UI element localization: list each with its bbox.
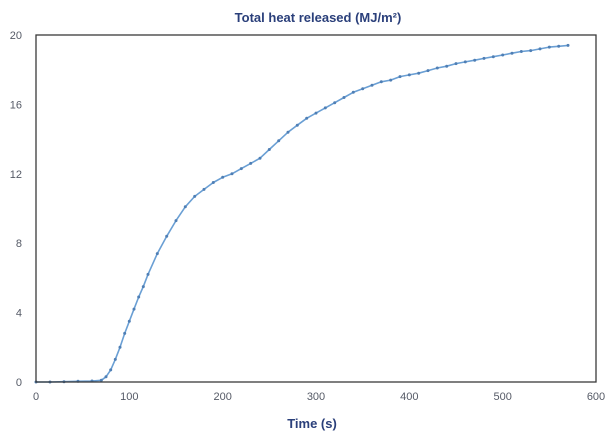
- data-point: [249, 161, 253, 165]
- data-point: [221, 175, 225, 179]
- data-point: [193, 194, 197, 198]
- data-point: [407, 73, 411, 77]
- data-point: [426, 69, 430, 73]
- data-point: [566, 43, 570, 47]
- data-point: [454, 62, 458, 66]
- data-point: [174, 219, 178, 223]
- data-point: [333, 101, 337, 105]
- y-tick-label: 12: [10, 169, 22, 181]
- y-tick-label: 20: [10, 30, 22, 42]
- y-tick-label: 4: [16, 308, 22, 320]
- data-point: [529, 49, 533, 53]
- data-point: [183, 205, 187, 209]
- data-point: [435, 66, 439, 70]
- data-point: [417, 71, 421, 75]
- data-point: [165, 234, 169, 238]
- data-point: [538, 47, 542, 51]
- data-point: [557, 44, 561, 48]
- data-point: [286, 130, 290, 134]
- data-point: [113, 357, 117, 361]
- series-line: [35, 44, 569, 383]
- data-point: [118, 345, 122, 349]
- data-point: [370, 83, 374, 87]
- y-tick-label: 8: [16, 238, 22, 250]
- x-tick-label: 600: [587, 391, 605, 403]
- data-point: [137, 295, 141, 299]
- data-point: [314, 111, 318, 115]
- data-point: [351, 90, 355, 94]
- x-tick-label: 100: [120, 391, 138, 403]
- plot-area: [34, 43, 570, 384]
- y-tick-label: 16: [10, 99, 22, 111]
- x-tick-label: 500: [494, 391, 512, 403]
- data-point: [211, 181, 215, 184]
- x-tick-label: 400: [400, 391, 418, 403]
- data-point: [547, 45, 551, 49]
- y-tick-label: 0: [16, 377, 22, 389]
- data-point: [342, 96, 346, 99]
- data-point: [389, 78, 393, 82]
- x-tick-label: 0: [33, 391, 39, 403]
- plot-frame: [35, 34, 597, 383]
- data-point: [491, 55, 495, 59]
- data-point: [127, 319, 131, 323]
- data-point: [305, 116, 309, 120]
- data-point: [519, 50, 523, 53]
- data-point: [361, 87, 365, 91]
- data-point: [482, 56, 486, 60]
- data-point: [295, 123, 299, 127]
- data-point: [239, 167, 243, 171]
- data-point: [277, 139, 281, 143]
- data-point: [146, 272, 150, 276]
- x-tick-label: 200: [214, 391, 232, 403]
- data-point: [155, 252, 159, 256]
- data-point: [123, 331, 127, 335]
- data-point: [132, 307, 136, 311]
- data-point: [104, 375, 108, 379]
- data-point: [258, 156, 262, 160]
- data-point: [109, 368, 113, 372]
- data-point: [230, 172, 234, 176]
- data-point: [99, 378, 103, 382]
- data-point: [267, 148, 271, 151]
- data-point: [510, 51, 514, 55]
- data-point: [379, 80, 383, 84]
- data-point: [445, 64, 449, 68]
- data-point: [473, 58, 477, 62]
- x-axis-label: Time (s): [287, 416, 337, 431]
- chart-title: Total heat released (MJ/m²): [235, 10, 402, 25]
- x-tick-label: 300: [307, 391, 325, 403]
- data-point: [202, 187, 206, 191]
- data-point: [501, 53, 505, 57]
- axis-ticks: 0 100 200 300 400 500 600 0 4 8 12 16 20: [10, 30, 605, 403]
- data-point: [141, 285, 145, 289]
- data-point: [323, 106, 327, 110]
- data-point: [463, 60, 467, 64]
- data-point: [398, 75, 402, 79]
